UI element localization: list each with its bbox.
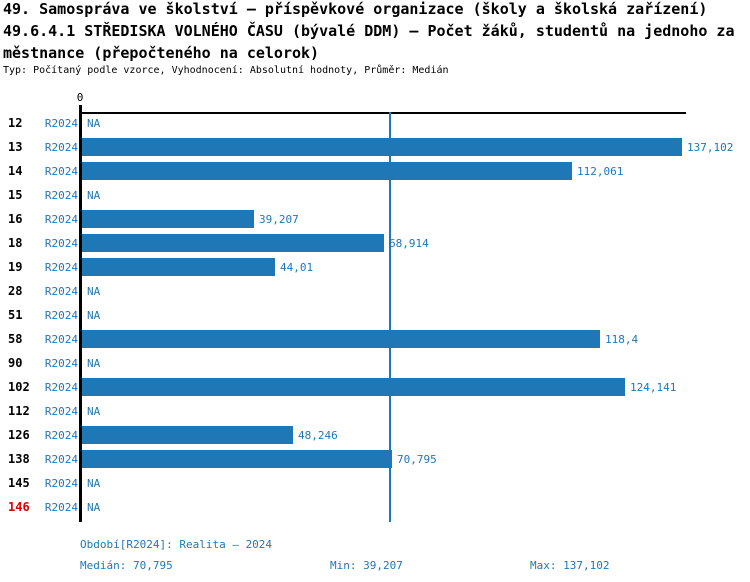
legend-max: Max: 137,102	[530, 559, 610, 572]
bar	[82, 330, 600, 348]
bar	[82, 378, 625, 396]
x-axis-line	[79, 112, 686, 114]
row-id-label: 138	[8, 452, 30, 466]
bar-value-label: 39,207	[259, 213, 299, 226]
bar-value-label: 68,914	[389, 237, 429, 250]
chart-row: 28 R2024 NA	[0, 279, 750, 303]
page-title-line-3: městnance (přepočteného na celorok)	[3, 44, 320, 62]
row-period-label: R2024	[44, 237, 78, 250]
row-id-label: 28	[8, 284, 23, 298]
row-period-label: R2024	[44, 333, 78, 346]
page-title-line-1: 49. Samospráva ve školství – příspěvkové…	[3, 0, 708, 18]
bar	[82, 210, 254, 228]
row-id-label: 16	[8, 212, 23, 226]
chart-row: 19 R2024 44,01	[0, 255, 750, 279]
chart-row: 112 R2024 NA	[0, 399, 750, 423]
row-period-label: R2024	[44, 261, 78, 274]
na-label: NA	[87, 189, 101, 202]
row-period-label: R2024	[44, 477, 78, 490]
chart-row: 145 R2024 NA	[0, 471, 750, 495]
bar	[82, 234, 384, 252]
chart-row: 14 R2024 112,061	[0, 159, 750, 183]
row-id-label: 13	[8, 140, 23, 154]
chart-row: 146 R2024 NA	[0, 495, 750, 519]
row-period-label: R2024	[44, 285, 78, 298]
chart-row: 90 R2024 NA	[0, 351, 750, 375]
chart-meta-line: Typ: Počítaný podle vzorce, Vyhodnocení:…	[3, 65, 449, 76]
row-period-label: R2024	[44, 309, 78, 322]
na-label: NA	[87, 309, 101, 322]
legend-min: Min: 39,207	[330, 559, 403, 572]
bar	[82, 426, 293, 444]
row-period-label: R2024	[44, 117, 78, 130]
bar	[82, 258, 275, 276]
row-period-label: R2024	[44, 429, 78, 442]
bar-value-label: 112,061	[577, 165, 624, 178]
row-period-label: R2024	[44, 501, 78, 514]
row-id-label: 146	[8, 500, 30, 514]
legend-period: Období[R2024]: Realita – 2024	[80, 538, 273, 551]
row-id-label: 126	[8, 428, 30, 442]
na-label: NA	[87, 117, 101, 130]
row-id-label: 19	[8, 260, 23, 274]
row-period-label: R2024	[44, 189, 78, 202]
bar	[82, 450, 392, 468]
bar-value-label: 118,4	[605, 333, 639, 346]
row-id-label: 90	[8, 356, 23, 370]
row-id-label: 102	[8, 380, 30, 394]
row-id-label: 15	[8, 188, 23, 202]
page-title-line-2: 49.6.4.1 STŘEDISKA VOLNÉHO ČASU (bývalé …	[3, 22, 735, 40]
axis-origin-label: 0	[76, 91, 84, 104]
row-id-label: 51	[8, 308, 23, 322]
row-period-label: R2024	[44, 165, 78, 178]
chart-row: 12 R2024 NA	[0, 111, 750, 135]
legend-median: Medián: 70,795	[80, 559, 173, 572]
row-period-label: R2024	[44, 381, 78, 394]
row-id-label: 18	[8, 236, 23, 250]
bar-value-label: 124,141	[630, 381, 677, 394]
row-period-label: R2024	[44, 405, 78, 418]
row-id-label: 145	[8, 476, 30, 490]
chart-row: 16 R2024 39,207	[0, 207, 750, 231]
row-period-label: R2024	[44, 213, 78, 226]
bar-value-label: 48,246	[298, 429, 338, 442]
row-id-label: 112	[8, 404, 30, 418]
chart-row: 58 R2024 118,4	[0, 327, 750, 351]
na-label: NA	[87, 477, 101, 490]
na-label: NA	[87, 357, 101, 370]
na-label: NA	[87, 285, 101, 298]
bar-value-label: 137,102	[687, 141, 734, 154]
bar-value-label: 70,795	[397, 453, 437, 466]
row-period-label: R2024	[44, 453, 78, 466]
na-label: NA	[87, 501, 101, 514]
bar	[82, 162, 572, 180]
bar	[82, 138, 682, 156]
chart-row: 138 R2024 70,795	[0, 447, 750, 471]
na-label: NA	[87, 405, 101, 418]
y-axis-line	[79, 105, 82, 522]
bar-value-label: 44,01	[280, 261, 314, 274]
chart-row: 13 R2024 137,102	[0, 135, 750, 159]
chart-row: 51 R2024 NA	[0, 303, 750, 327]
row-id-label: 14	[8, 164, 23, 178]
chart-row: 102 R2024 124,141	[0, 375, 750, 399]
chart-row: 15 R2024 NA	[0, 183, 750, 207]
median-reference-line	[389, 112, 391, 522]
row-period-label: R2024	[44, 141, 78, 154]
row-id-label: 12	[8, 116, 23, 130]
row-id-label: 58	[8, 332, 23, 346]
row-period-label: R2024	[44, 357, 78, 370]
chart-row: 18 R2024 68,914	[0, 231, 750, 255]
chart-row: 126 R2024 48,246	[0, 423, 750, 447]
